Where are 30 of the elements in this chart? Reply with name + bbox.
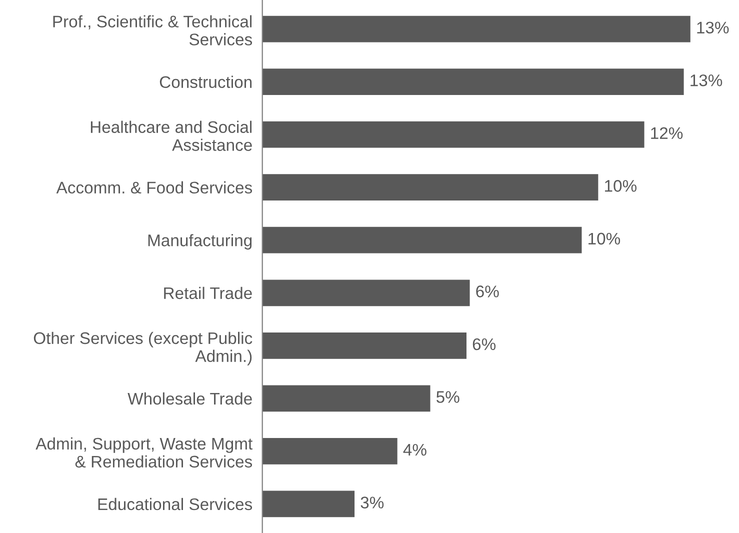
y-tick-label: Construction [160, 76, 252, 88]
bar [262, 16, 690, 42]
data-label: 6% [472, 338, 496, 350]
data-label: 13% [690, 74, 722, 86]
y-tick-label: Other Services (except Public Admin.) [34, 332, 252, 366]
y-tick-label: Wholesale Trade [128, 392, 252, 405]
data-label: 4% [403, 444, 426, 456]
data-label: 13% [697, 22, 729, 34]
y-tick-label: Manufacturing [148, 234, 252, 250]
data-label: 5% [436, 391, 460, 403]
bar [262, 68, 684, 95]
y-tick-label: Prof., Scientific & Technical Services [53, 15, 252, 46]
bar [262, 490, 355, 518]
data-label: 3% [360, 496, 384, 508]
bar [262, 438, 398, 464]
data-label: 10% [588, 232, 620, 245]
bar [262, 174, 598, 201]
bar [262, 226, 582, 254]
y-tick-label: Educational Services [98, 498, 252, 510]
y-tick-label: Admin, Support, Waste Mgmt & Remediation Services [36, 437, 253, 468]
data-label: 10% [605, 180, 637, 192]
bar [262, 121, 644, 148]
y-tick-label: Accomm. & Food Services [56, 181, 252, 194]
bar [262, 280, 470, 306]
bar [262, 332, 466, 359]
y-tick-label: Retail Trade [164, 286, 252, 300]
y-tick-label: Healthcare and Social Assistance [90, 120, 252, 151]
bar [262, 385, 430, 412]
data-label: 6% [476, 286, 499, 298]
data-label: 12% [651, 127, 683, 139]
